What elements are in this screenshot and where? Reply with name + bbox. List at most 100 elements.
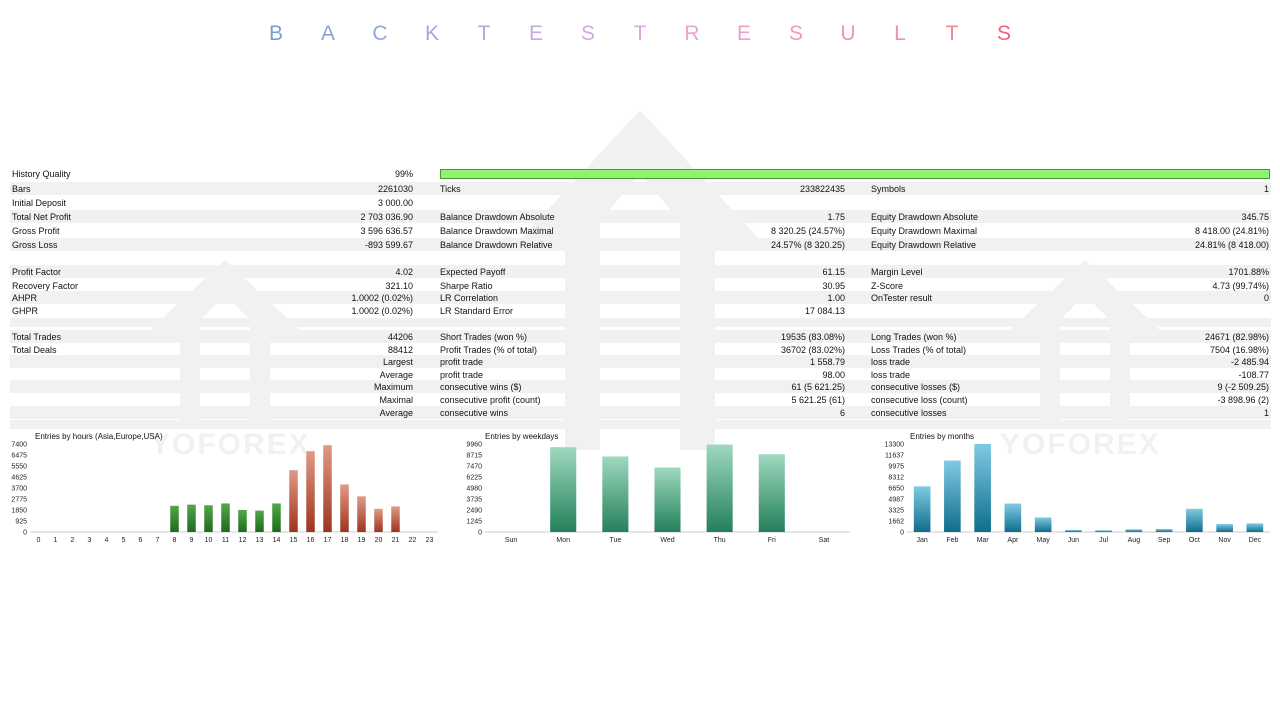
stat-label: GHPR	[12, 306, 39, 316]
title-letter: T	[945, 22, 959, 45]
row-band	[10, 406, 1271, 419]
x-tick-label: Wed	[660, 537, 674, 544]
stat-label: Expected Payoff	[440, 267, 506, 277]
row-band	[10, 182, 1271, 195]
title-letter: L	[894, 22, 906, 45]
stat-label: Total Net Profit	[12, 212, 72, 222]
bar	[706, 444, 733, 532]
x-tick-label: Jan	[916, 537, 927, 544]
x-tick-label: Jul	[1099, 537, 1108, 544]
x-tick-label: 6	[139, 537, 143, 544]
entries-by-months-chart: 13300 11637 9975 8312 6650 4987 3325 1662 0 Jan Fe…	[885, 442, 1270, 544]
title-letter: K	[424, 22, 439, 45]
stat-value: 36702 (83.02%)	[780, 345, 845, 355]
stat-label: Equity Drawdown Relative	[871, 240, 977, 250]
stat-value: Average	[379, 370, 413, 380]
y-tick-label: 4625	[11, 475, 27, 482]
x-tick-label: Fri	[768, 537, 777, 544]
stat-value: 4.02	[395, 267, 413, 277]
title-letter: S	[996, 22, 1011, 45]
stat-label: Z-Score	[871, 281, 904, 291]
stat-label: Equity Drawdown Maximal	[871, 226, 978, 236]
title-letter: R	[684, 22, 700, 45]
stat-value: 1.0002 (0.02%)	[351, 293, 413, 303]
bar	[654, 467, 681, 532]
stat-label: consecutive losses ($)	[871, 382, 961, 392]
stat-value: 1.0002 (0.02%)	[351, 306, 413, 316]
stat-value: 1 558.79	[809, 357, 845, 367]
stat-value: Average	[379, 408, 413, 418]
bar	[238, 510, 247, 532]
stat-value: 19535 (83.08%)	[780, 332, 845, 342]
stat-value: 1701.88%	[1228, 267, 1269, 277]
stat-value: 345.75	[1241, 212, 1269, 222]
x-tick-label: 8	[173, 537, 177, 544]
row-band	[10, 238, 1271, 251]
stat-value: Largest	[382, 357, 413, 367]
row-band	[10, 210, 1271, 223]
y-tick-label: 5550	[11, 464, 27, 471]
stat-value: 88412	[387, 345, 413, 355]
x-tick-label: Sep	[1158, 537, 1171, 544]
bar	[357, 496, 366, 532]
y-tick-label: 0	[23, 530, 27, 537]
y-tick-label: 4980	[466, 486, 482, 493]
stat-value: 61 (5 621.25)	[791, 382, 845, 392]
x-tick-label: 14	[273, 537, 281, 544]
x-tick-label: Mar	[977, 537, 990, 544]
bar	[974, 444, 991, 532]
stat-value: -893 599.67	[364, 240, 413, 250]
stat-value: 24671 (82.98%)	[1204, 332, 1269, 342]
bar	[1155, 529, 1173, 532]
chart-title-months: Entries by months	[910, 432, 975, 441]
x-tick-label: May	[1037, 537, 1051, 544]
stat-label: History Quality	[12, 169, 71, 179]
bar	[323, 445, 332, 532]
bar	[1034, 517, 1052, 532]
stat-label: Equity Drawdown Absolute	[871, 212, 979, 222]
stat-value: 24.57% (8 320.25)	[770, 240, 845, 250]
bar	[255, 510, 264, 532]
title-letter: A	[320, 22, 335, 45]
stat-value: 3 000.00	[377, 198, 413, 208]
stat-value: 7504 (16.98%)	[1209, 345, 1269, 355]
stat-value: 6	[839, 408, 845, 418]
watermark-text: YOFOREX	[150, 428, 311, 461]
x-tick-label: 7	[156, 537, 160, 544]
title-letter: E	[736, 22, 751, 45]
x-tick-label: 5	[122, 537, 126, 544]
bar	[289, 470, 298, 532]
stat-label: Profit Trades (% of total)	[440, 345, 538, 355]
x-tick-label: Dec	[1249, 537, 1262, 544]
x-tick-label: 21	[392, 537, 400, 544]
x-tick-label: 23	[426, 537, 434, 544]
x-tick-label: Sat	[819, 537, 830, 544]
chart-title-weekdays: Entries by weekdays	[485, 432, 559, 441]
stat-label: Long Trades (won %)	[871, 332, 957, 342]
stat-value: Maximal	[379, 395, 413, 405]
row-band	[10, 355, 1271, 368]
x-tick-label: Nov	[1218, 537, 1231, 544]
bar	[1004, 503, 1022, 532]
entries-by-weekdays-chart: 9960 8715 7470 6225 4980 3735 2490 1245 0 Sun Mon T…	[466, 442, 850, 544]
y-tick-label: 925	[15, 519, 27, 526]
stat-value: 2 703 036.90	[360, 212, 413, 222]
x-tick-label: Mon	[556, 537, 570, 544]
row-band	[10, 318, 1271, 327]
x-tick-label: 1	[54, 537, 58, 544]
x-tick-label: Thu	[714, 537, 726, 544]
stat-value: 1	[1263, 408, 1269, 418]
stat-label: Margin Level	[871, 267, 923, 277]
y-tick-label: 7470	[466, 464, 482, 471]
stat-label: consecutive losses	[871, 408, 947, 418]
x-tick-label: Tue	[609, 537, 621, 544]
row-band	[10, 330, 1271, 343]
stat-value: 321.10	[385, 281, 413, 291]
y-tick-label: 0	[900, 530, 904, 537]
stat-value: 1	[1263, 184, 1269, 194]
row-band	[10, 420, 1271, 429]
x-tick-label: 16	[307, 537, 315, 544]
bar	[758, 454, 785, 532]
stat-value: 1.00	[827, 293, 845, 303]
